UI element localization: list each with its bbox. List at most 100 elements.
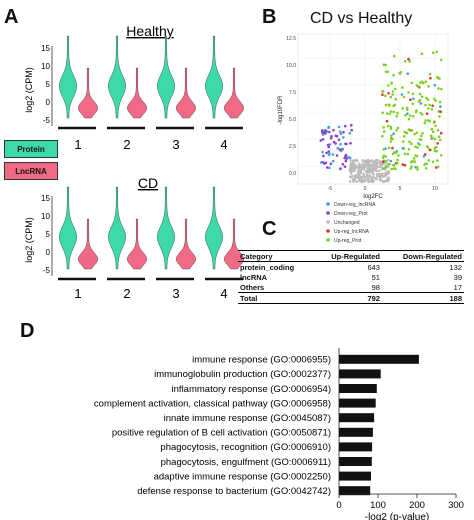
go-bar xyxy=(339,398,376,408)
volcano-point xyxy=(438,115,441,118)
xlabel: 4 xyxy=(220,286,227,300)
volcano-plot: 12.5 10.0 7.5 5.0 2.5 0.0 -5 0 5 10 log2… xyxy=(278,33,449,244)
volcano-point xyxy=(388,112,392,116)
volcano-point xyxy=(382,130,386,133)
volcano-point xyxy=(378,177,382,181)
volcano-point xyxy=(425,162,429,166)
svg-text:5.0: 5.0 xyxy=(289,117,296,123)
volcano-point xyxy=(387,92,390,95)
volcano-point xyxy=(424,167,428,170)
violin xyxy=(126,67,148,119)
volcano-point xyxy=(385,112,389,115)
violin xyxy=(126,218,148,270)
go-bar xyxy=(339,457,372,466)
volcano-point xyxy=(438,138,442,142)
volcano-point xyxy=(326,143,330,147)
volcano-point xyxy=(425,112,429,115)
volcano-point xyxy=(324,129,327,132)
volcano-point xyxy=(382,160,385,163)
volcano-point xyxy=(423,163,426,166)
volcano-point xyxy=(357,167,360,170)
volcano-point xyxy=(327,145,331,149)
volcano-point xyxy=(401,146,405,150)
volcano-point xyxy=(358,179,361,183)
volcano-point xyxy=(363,160,367,164)
ylabel-cd: log2 (CPM) xyxy=(24,217,34,263)
volcano-point xyxy=(321,150,324,154)
ytick: 10 xyxy=(41,212,50,221)
volcano-point xyxy=(380,166,384,169)
volcano-point xyxy=(427,85,430,88)
volcano-point xyxy=(332,128,335,132)
violin xyxy=(108,186,126,270)
svg-text:-5: -5 xyxy=(328,186,333,192)
volcano-point xyxy=(430,108,434,111)
volcano-point xyxy=(406,112,409,115)
volcano-point xyxy=(403,130,406,134)
xlabel: 2 xyxy=(123,286,130,300)
volcano-point xyxy=(422,155,426,158)
volcano-point xyxy=(432,130,435,134)
volcano-point xyxy=(427,159,431,162)
volcano-point xyxy=(410,165,413,168)
volcano-point xyxy=(406,152,410,156)
volcano-point xyxy=(411,92,415,96)
go-bar-chart: immune response (GO:0006955) immunoglobul… xyxy=(94,348,464,520)
volcano-point xyxy=(389,127,393,131)
volcano-point xyxy=(361,165,364,169)
volcano-point xyxy=(346,156,350,159)
volcano-point xyxy=(382,148,386,151)
table-row: Others 98 17 xyxy=(240,282,462,292)
volcano-point xyxy=(382,154,386,158)
svg-text:5: 5 xyxy=(399,186,402,192)
volcano-point xyxy=(416,168,419,171)
volcano-point xyxy=(322,154,325,158)
volcano-point xyxy=(368,160,371,164)
volcano-point xyxy=(327,150,330,153)
volcano-point xyxy=(367,158,370,162)
volcano-title: CD vs Healthy xyxy=(310,10,413,27)
volcano-point xyxy=(418,92,422,96)
volcano-point xyxy=(366,167,369,170)
volcano-point xyxy=(432,121,436,124)
volcano-point xyxy=(348,132,351,135)
volcano-point xyxy=(388,163,391,166)
volcano-point xyxy=(349,159,352,162)
volcano-point xyxy=(378,169,381,173)
volcano-point xyxy=(429,76,432,80)
go-term-label: phagocytosis, engulfment (GO:0006911) xyxy=(161,457,331,468)
volcano-point xyxy=(328,166,331,170)
volcano-point xyxy=(409,98,412,102)
volcano-point xyxy=(353,178,357,182)
volcano-point xyxy=(439,110,442,113)
volcano-point xyxy=(381,90,384,93)
table-row: protein_coding 643 132 xyxy=(240,262,462,272)
volcano-point xyxy=(349,171,353,174)
volcano-point xyxy=(407,117,411,121)
legend-dot xyxy=(326,220,330,224)
volcano-point xyxy=(411,102,414,105)
volcano-point xyxy=(354,163,357,167)
volcano-point xyxy=(367,180,370,184)
volcano-point xyxy=(339,167,342,170)
volcano-point xyxy=(407,148,411,151)
volcano-point xyxy=(401,107,404,110)
legend-label: Up-reg_lncRNA xyxy=(334,229,370,235)
volcano-point xyxy=(407,128,411,131)
volcano-point xyxy=(387,170,390,173)
volcano-point xyxy=(367,177,370,181)
volcano-point xyxy=(331,153,335,156)
volcano-point xyxy=(374,176,377,180)
volcano-point xyxy=(371,176,374,180)
volcano-point xyxy=(324,161,328,165)
volcano-point xyxy=(419,111,422,115)
volcano-point xyxy=(342,130,345,134)
volcano-point xyxy=(384,94,387,98)
volcano-point xyxy=(436,165,440,169)
violin-group-healthy: Healthy log2 (CPM) 15 10 5 0 -5 1 2 3 4 xyxy=(24,23,245,152)
go-bar xyxy=(339,369,381,379)
ytick: -5 xyxy=(43,116,51,125)
header-category: Category xyxy=(238,250,314,262)
volcano-point xyxy=(366,170,369,174)
volcano-point xyxy=(410,81,413,85)
